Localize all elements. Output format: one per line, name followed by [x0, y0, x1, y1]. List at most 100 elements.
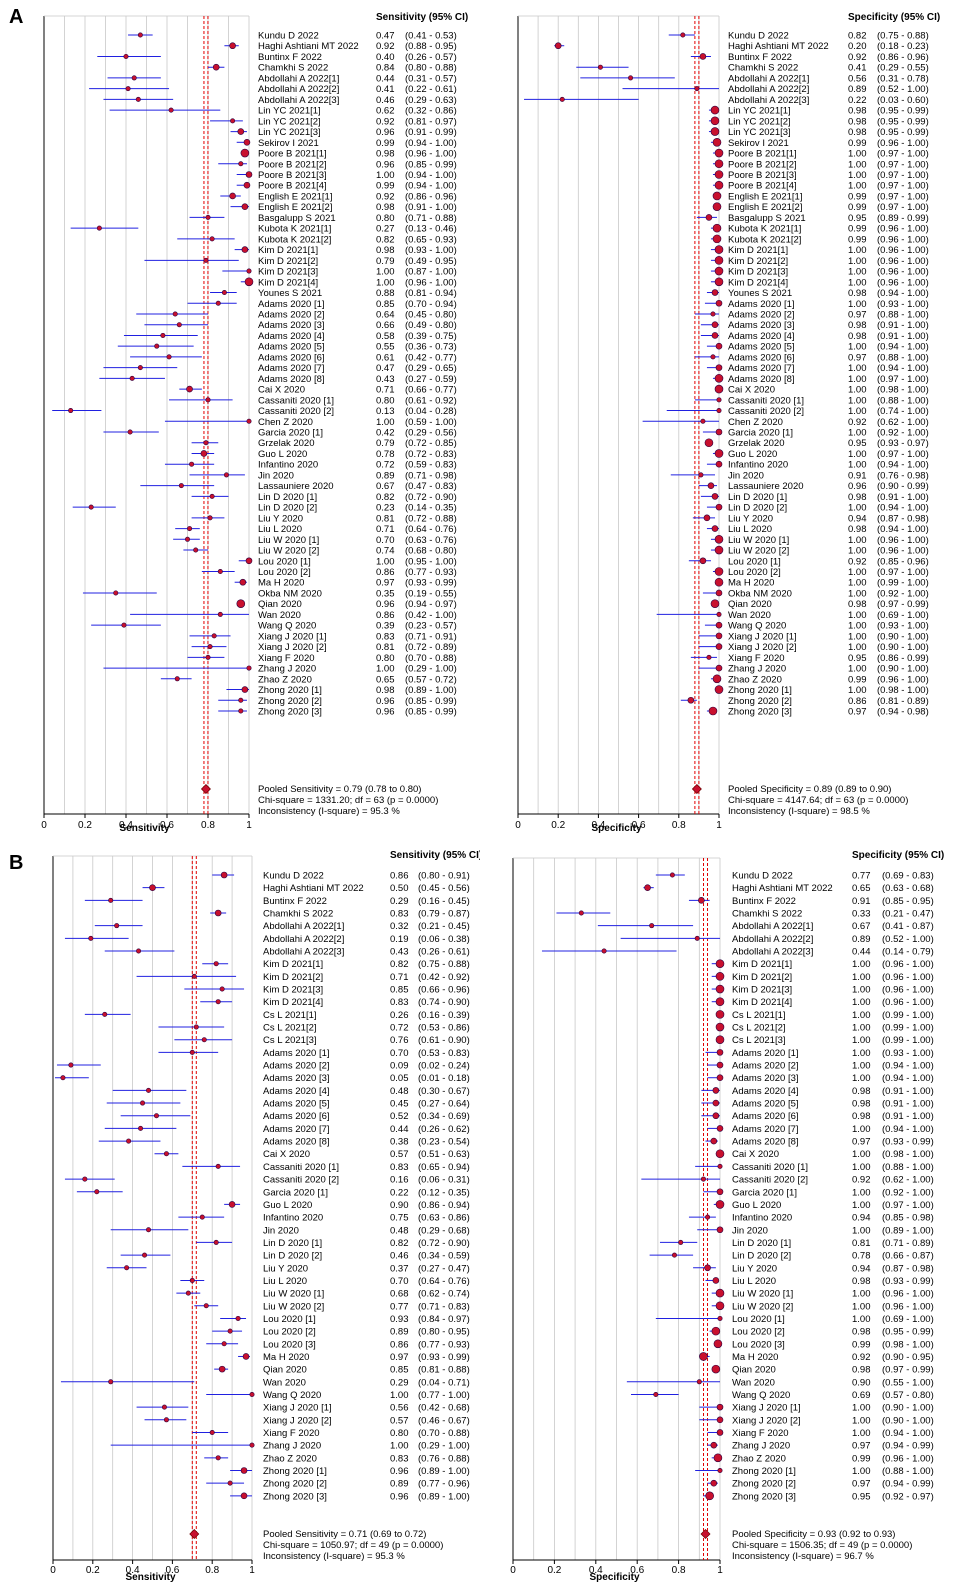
study-ci: (0.71 - 0.91) — [405, 631, 457, 642]
study-estimate: 0.58 — [376, 331, 395, 342]
point-estimate — [710, 116, 720, 126]
study-ci: (0.71 - 0.89) — [882, 1238, 934, 1249]
study-label: Lou 2020 [3] — [732, 1339, 785, 1350]
study-estimate: 0.98 — [848, 524, 867, 535]
study-label: Xiang J 2020 [2] — [728, 642, 797, 653]
point-estimate — [227, 1480, 233, 1486]
point-estimate — [239, 578, 247, 586]
study-estimate: 0.80 — [376, 653, 395, 664]
study-label: Garcia 2020 [1] — [732, 1187, 797, 1198]
point-estimate — [241, 686, 249, 693]
study-ci: (0.91 - 0.99) — [405, 127, 457, 138]
study-estimate: 0.86 — [376, 610, 395, 621]
point-estimate — [209, 236, 215, 242]
x-tick-label: 0.6 — [160, 820, 174, 831]
study-estimate: 0.96 — [376, 706, 395, 717]
chi-square-text: Chi-square = 1506.35; df = 49 (p = 0.000… — [732, 1540, 912, 1551]
study-estimate: 1.00 — [852, 1301, 871, 1312]
study-label: Abdollahi A 2022[3] — [728, 95, 809, 106]
study-estimate: 0.13 — [376, 406, 395, 417]
study-ci: (0.90 - 1.00) — [882, 1403, 934, 1414]
study-label: Grzelak 2020 — [258, 438, 315, 449]
study-label: Lin YC 2021[3] — [258, 127, 321, 138]
point-estimate — [715, 589, 723, 597]
study-ci: (0.98 - 1.00) — [877, 385, 929, 396]
study-ci: (0.85 - 0.98) — [882, 1213, 934, 1224]
study-estimate: 1.00 — [848, 503, 867, 514]
study-ci: (0.69 - 0.83) — [882, 871, 934, 882]
study-ci: (0.26 - 0.61) — [418, 947, 470, 958]
study-ci: (0.29 - 0.56) — [405, 428, 457, 439]
study-label: Sekirov I 2021 — [258, 138, 319, 149]
point-estimate — [715, 1200, 725, 1209]
point-estimate — [712, 234, 722, 244]
study-label: Infantino 2020 — [263, 1213, 323, 1224]
study-estimate: 1.00 — [852, 1314, 871, 1325]
study-label: Liu L 2020 — [258, 524, 302, 535]
study-ci: (0.72 - 0.88) — [405, 513, 457, 524]
study-estimate: 0.78 — [376, 449, 395, 460]
study-ci: (0.70 - 0.88) — [418, 1428, 470, 1439]
study-estimate: 0.09 — [390, 1061, 409, 1072]
x-tick-label: 0.8 — [205, 1565, 219, 1576]
point-estimate — [138, 1125, 144, 1131]
point-estimate — [698, 897, 705, 904]
point-estimate — [687, 696, 695, 704]
study-label: Garcia 2020 [1] — [258, 428, 323, 439]
inconsistency-text: Inconsistency (I-square) = 95.3 % — [258, 806, 400, 817]
study-label: Xiang J 2020 [1] — [728, 631, 797, 642]
study-ci: (0.92 - 1.00) — [877, 428, 929, 439]
point-estimate — [715, 1288, 725, 1298]
study-ci: (0.89 - 1.00) — [418, 1466, 470, 1477]
study-label: Cassaniti 2020 [1] — [728, 395, 804, 406]
study-estimate: 1.00 — [852, 1225, 871, 1236]
study-ci: (0.66 - 0.96) — [418, 985, 470, 996]
point-estimate — [716, 397, 722, 403]
study-label: Xiang J 2020 [2] — [263, 1415, 332, 1426]
study-label: Lou 2020 [1] — [263, 1314, 316, 1325]
study-label: Buntinx F 2022 — [728, 52, 792, 63]
study-estimate: 1.00 — [852, 1124, 871, 1135]
study-ci: (0.97 - 1.00) — [877, 567, 929, 578]
study-label: Cassaniti 2020 [1] — [732, 1162, 808, 1173]
study-estimate: 0.83 — [390, 909, 409, 920]
point-estimate — [236, 599, 246, 608]
study-label: Chamkhi S 2022 — [728, 63, 798, 74]
point-estimate — [716, 1049, 724, 1056]
study-label: Poore B 2021[3] — [258, 170, 327, 181]
point-estimate — [125, 86, 131, 92]
study-estimate: 0.64 — [376, 309, 395, 320]
study-label: Cai X 2020 — [258, 385, 305, 396]
study-ci: (0.64 - 0.76) — [418, 1276, 470, 1287]
study-label: Guo L 2020 — [258, 449, 307, 460]
study-ci: (0.87 - 1.00) — [405, 267, 457, 278]
point-estimate — [711, 1326, 721, 1336]
study-estimate: 0.20 — [848, 41, 867, 52]
column-header: Specificity (95% CI) — [848, 12, 940, 23]
point-estimate — [714, 159, 724, 169]
study-label: Buntinx F 2022 — [263, 896, 327, 907]
study-label: Wang Q 2020 — [263, 1390, 321, 1401]
point-estimate — [694, 86, 700, 92]
study-estimate: 0.83 — [376, 631, 395, 642]
study-ci: (0.53 - 0.83) — [418, 1048, 470, 1059]
study-estimate: 0.56 — [848, 73, 867, 84]
study-ci: (0.95 - 1.00) — [405, 556, 457, 567]
study-label: Lou 2020 [3] — [263, 1339, 316, 1350]
study-ci: (0.76 - 0.88) — [418, 1453, 470, 1464]
point-estimate — [714, 535, 724, 544]
study-ci: (0.97 - 1.00) — [882, 1200, 934, 1211]
point-estimate — [699, 53, 707, 60]
study-estimate: 0.92 — [852, 1175, 871, 1186]
study-ci: (0.63 - 0.68) — [882, 883, 934, 894]
forest-plot-a-specificity: 0 0.2 0.4 0.6 0.8 1 Specificity Specificity (95… — [515, 12, 940, 834]
study-label: Lin YC 2021[1] — [258, 106, 321, 117]
study-estimate: 1.00 — [376, 267, 395, 278]
study-label: Abdollahi A 2022[2] — [732, 934, 813, 945]
point-estimate — [189, 1277, 195, 1283]
point-estimate — [713, 1339, 723, 1349]
study-estimate: 0.89 — [390, 1479, 409, 1490]
study-ci: (0.32 - 0.86) — [405, 106, 457, 117]
point-estimate — [712, 202, 722, 211]
